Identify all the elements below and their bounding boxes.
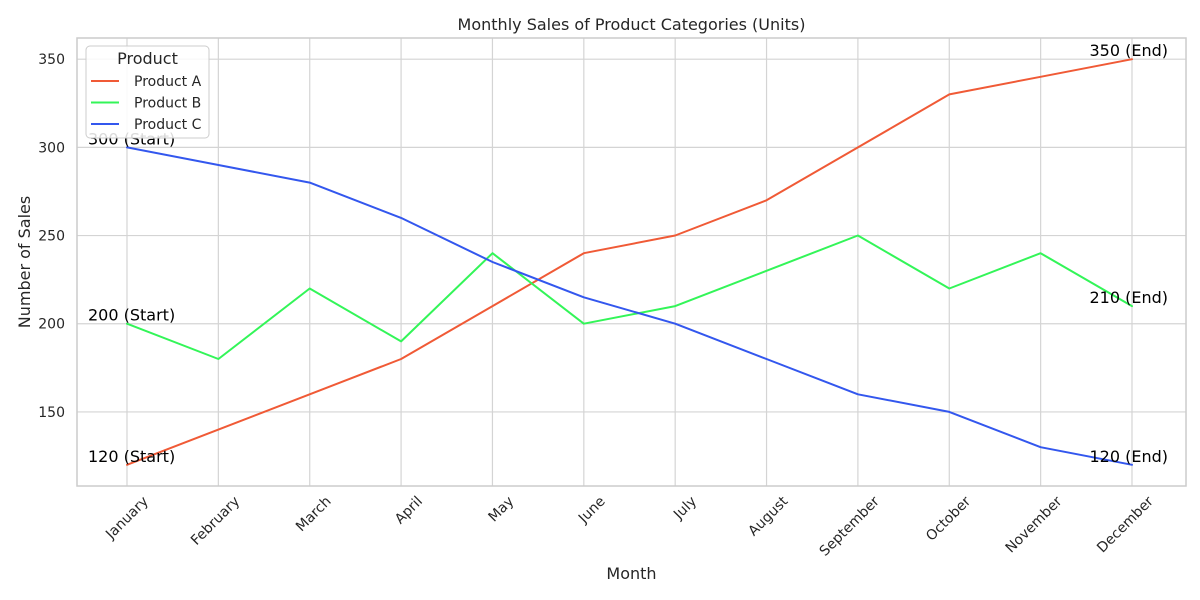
y-tick-label: 350 xyxy=(38,52,65,68)
x-axis-title: Month xyxy=(606,564,656,583)
x-tick-label: November xyxy=(1003,493,1066,556)
x-tick-label: July xyxy=(670,494,700,524)
legend-entry-label: Product B xyxy=(134,96,201,112)
legend-entry-label: Product C xyxy=(134,117,202,133)
start-annotation: 200 (Start) xyxy=(88,306,175,325)
x-tick-label: June xyxy=(575,494,609,528)
end-annotation: 350 (End) xyxy=(1089,41,1168,60)
legend-box xyxy=(85,45,210,139)
series-line-product-c xyxy=(126,146,1133,466)
annotations: 120 (Start) 350 (End) 200 (Start) 210 (End)… xyxy=(88,41,1168,466)
x-tick-label: August xyxy=(745,493,791,539)
legend-entry-label: Product A xyxy=(134,74,202,90)
y-tick-label: 300 xyxy=(38,140,65,156)
y-tick-label: 150 xyxy=(38,405,65,421)
x-tick-label: January xyxy=(102,494,152,544)
y-tick-label: 200 xyxy=(38,317,65,333)
x-tick-label: September xyxy=(817,493,883,559)
series-line-product-a xyxy=(126,58,1133,466)
end-annotation: 210 (End) xyxy=(1089,288,1168,307)
x-tick-label: March xyxy=(293,494,334,535)
y-axis-title: Number of Sales xyxy=(15,196,34,328)
chart-title: Monthly Sales of Product Categories (Uni… xyxy=(458,15,806,34)
start-annotation: 120 (Start) xyxy=(88,447,175,466)
x-tick-label: December xyxy=(1094,493,1157,556)
x-tick-label: February xyxy=(188,494,243,549)
legend: Product Product A Product B Product C xyxy=(85,45,210,139)
plot-frame xyxy=(76,37,1187,487)
y-tick-label: 250 xyxy=(38,229,65,245)
series-lines xyxy=(126,58,1133,466)
x-tick-label: October xyxy=(923,493,974,544)
legend-title: Product xyxy=(117,49,178,68)
x-tick-labels: January February March April May June July Augu… xyxy=(102,493,1157,559)
grid-lines xyxy=(77,38,1186,486)
x-tick-label: May xyxy=(485,494,517,526)
x-tick-label: April xyxy=(392,494,426,528)
series-line-product-b xyxy=(126,234,1133,360)
y-tick-labels: 150 200 250 300 350 xyxy=(38,52,65,421)
end-annotation: 120 (End) xyxy=(1089,447,1168,466)
